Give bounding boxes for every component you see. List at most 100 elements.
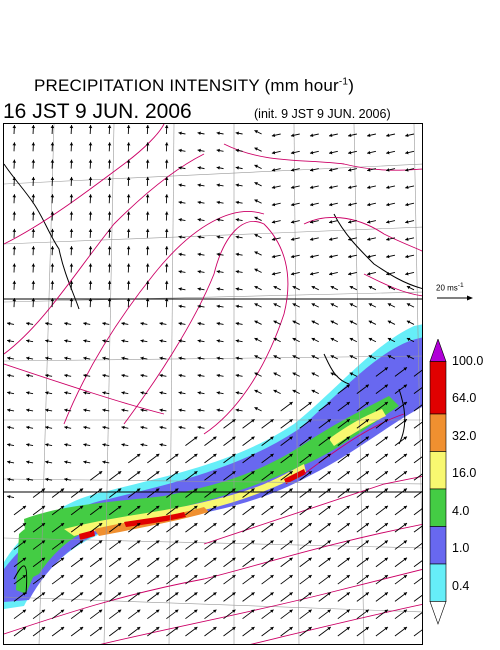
wind-arrow-head: [69, 228, 74, 232]
wind-arrow-head: [254, 355, 258, 359]
wind-arrow-head: [88, 228, 93, 232]
wind-arrow-head: [270, 471, 274, 475]
wind-arrow-head: [273, 389, 277, 394]
wind-arrow-head: [98, 471, 103, 475]
wind-arrow-head: [308, 401, 312, 406]
wind-arrow-head: [107, 298, 112, 302]
wind-arrow-head: [50, 159, 55, 163]
wind-arrow-head: [164, 211, 169, 215]
wind-arrow-head: [145, 228, 150, 232]
wind-arrow-head: [7, 408, 11, 412]
wind-arrow-head: [235, 356, 239, 361]
wind-arrow-head: [232, 471, 236, 475]
wind-arrow-head: [289, 609, 293, 613]
wind-arrow-head: [346, 419, 350, 423]
wind-arrow-shaft: [413, 473, 422, 481]
wind-arrow-head: [309, 133, 314, 138]
wind-arrow-head: [232, 453, 236, 458]
wind-arrow-head: [365, 557, 369, 561]
wind-arrow-head: [403, 523, 407, 527]
wind-arrow-head: [273, 355, 277, 359]
wind-arrow-head: [387, 320, 392, 324]
wind-arrow-head: [212, 592, 217, 596]
wind-arrow-head: [216, 183, 220, 187]
wind-arrow-head: [140, 339, 144, 343]
wind-arrow-head: [327, 575, 331, 579]
wind-arrow-head: [107, 194, 112, 198]
wind-arrow-head: [329, 133, 333, 138]
wind-arrow-head: [50, 228, 55, 232]
wind-arrow-head: [384, 453, 388, 458]
colorbar-band-3: [429, 451, 447, 490]
wind-arrow-head: [329, 220, 333, 224]
wind-arrow-head: [45, 321, 49, 326]
wind-arrow-head: [12, 176, 17, 181]
wind-arrow-head: [329, 168, 333, 172]
wind-arrow-head: [164, 125, 169, 129]
wind-arrow-head: [232, 523, 236, 527]
wind-arrow-head: [98, 609, 103, 613]
wind-arrow-head: [121, 339, 125, 343]
wind-arrow-head: [406, 337, 411, 342]
wind-arrow-head: [330, 337, 335, 342]
wind-arrow-head: [216, 356, 220, 361]
wind-arrow-head: [178, 200, 182, 205]
wind-arrow-head: [403, 384, 407, 388]
wind-arrow-head: [107, 125, 112, 129]
wind-arrow-head: [254, 216, 258, 220]
wind-arrow-head: [140, 425, 144, 430]
wind-arrow-head: [60, 609, 65, 613]
wind-arrow-head: [330, 355, 335, 359]
wind-arrow-head: [216, 391, 220, 395]
wind-arrow-head: [235, 373, 239, 378]
wind-arrow-head: [365, 575, 369, 579]
wind-arrow-head: [349, 355, 354, 359]
wind-arrow-head: [290, 272, 295, 276]
wind-arrow-head: [178, 304, 182, 309]
wind-arrow-head: [178, 183, 182, 187]
wind-arrow-head: [403, 505, 407, 510]
wind-arrow-head: [235, 252, 239, 257]
wind-arrow-head: [107, 280, 112, 284]
wind-arrow-head: [197, 131, 201, 136]
colorbar-band-0: [429, 339, 447, 362]
wind-arrow-head: [50, 280, 55, 284]
wind-arrow-head: [12, 159, 17, 163]
wind-arrow-head: [235, 200, 239, 205]
wind-arrow-head: [232, 540, 236, 544]
wind-arrow-head: [365, 401, 369, 406]
wind-arrow-head: [216, 148, 220, 153]
wind-arrow-head: [69, 280, 74, 284]
wind-arrow-head: [12, 194, 17, 198]
wind-arrow-head: [102, 321, 106, 326]
wind-arrow-head: [405, 254, 409, 259]
wind-arrow-head: [50, 176, 55, 181]
wind-arrow-head: [327, 592, 331, 596]
wind-arrow-head: [197, 373, 201, 378]
wind-arrow-head: [271, 254, 276, 259]
wind-arrow-head: [251, 627, 255, 631]
wind-arrow-head: [136, 592, 141, 596]
wind-arrow-head: [22, 627, 26, 631]
wind-arrow-head: [193, 505, 198, 510]
wind-arrow-head: [45, 391, 49, 395]
wind-arrow-head: [235, 235, 239, 239]
wind-arrow-head: [308, 609, 312, 613]
wind-arrow-head: [346, 471, 350, 475]
wind-arrow-head: [88, 142, 93, 146]
wind-arrow-head: [251, 523, 255, 527]
wind-arrow-head: [365, 592, 369, 596]
wind-arrow-head: [22, 592, 26, 596]
wind-arrow-head: [26, 356, 30, 361]
wind-arrow-head: [178, 235, 182, 239]
wind-arrow-head: [270, 592, 274, 596]
wind-arrow-head: [145, 211, 150, 215]
wind-arrow-head: [368, 285, 373, 290]
wind-arrow-head: [155, 557, 160, 561]
wind-arrow-head: [178, 321, 182, 326]
wind-arrow-head: [329, 202, 333, 207]
wind-arrow-head: [327, 627, 331, 631]
wind-arrow-head: [251, 453, 255, 458]
wind-arrow-head: [273, 372, 277, 376]
wind-arrow-head: [107, 176, 112, 181]
